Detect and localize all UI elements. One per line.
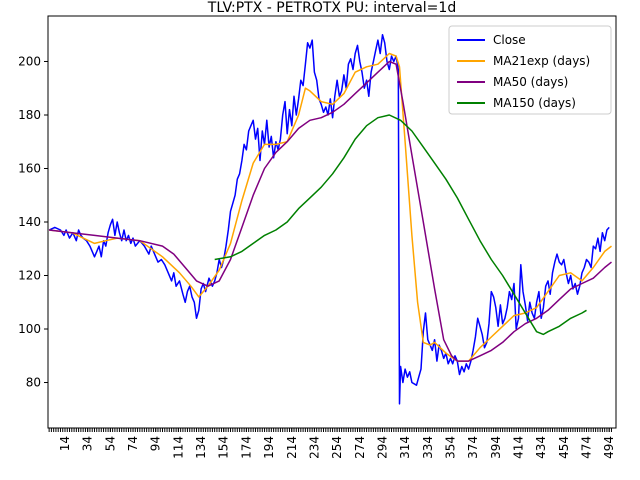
y-tick-label: 200 [18, 54, 41, 68]
x-tick-label: 374 [466, 436, 480, 459]
y-tick-label: 80 [26, 376, 41, 390]
legend-label: MA21exp (days) [493, 54, 590, 68]
x-tick-label: 434 [534, 436, 548, 459]
series-line-ma50-days [49, 60, 612, 362]
y-axis: 80 100 120 140 160 180 200 [18, 54, 48, 390]
x-tick-label: 34 [81, 436, 95, 451]
legend-label: Close [493, 33, 526, 47]
x-tick-label: 14 [58, 436, 72, 451]
x-tick-label: 74 [126, 436, 140, 451]
x-tick-label: 334 [421, 436, 435, 459]
y-tick-label: 120 [18, 269, 41, 283]
x-tick-label: 134 [194, 436, 208, 459]
chart-title: TLV:PTX - PETROTX PU: interval=1d [207, 0, 456, 16]
legend-label: MA50 (days) [493, 75, 568, 89]
x-tick-label: 54 [103, 436, 117, 451]
y-tick-label: 140 [18, 215, 41, 229]
x-tick-label: 474 [580, 436, 594, 459]
legend-label: MA150 (days) [493, 96, 576, 110]
legend-box [448, 25, 612, 115]
x-tick-label: 354 [443, 436, 457, 459]
y-tick-label: 160 [18, 161, 41, 175]
x-tick-label: 454 [557, 436, 571, 459]
x-tick-label: 94 [149, 436, 163, 451]
series-line-close [48, 33, 610, 405]
x-tick-label: 414 [511, 436, 525, 459]
x-tick-label: 174 [239, 436, 253, 459]
legend: Close MA21exp (days) MA50 (days) MA150 (day… [448, 25, 612, 115]
x-tick-label: 494 [602, 436, 616, 459]
x-tick-label: 214 [285, 436, 299, 459]
x-tick-label: 254 [330, 436, 344, 459]
x-tick-label: 294 [375, 436, 389, 459]
x-tick-label: 274 [353, 436, 367, 459]
x-tick-label: 234 [307, 436, 321, 459]
y-tick-label: 100 [18, 322, 41, 336]
x-tick-label: 154 [217, 436, 231, 459]
x-tick-label: 314 [398, 436, 412, 459]
x-axis: 14 34 54 74 94 114 134 154 174 194 214 234 254 274 294… [48, 428, 616, 459]
x-tick-label: 194 [262, 436, 276, 459]
x-tick-label: 394 [489, 436, 503, 459]
x-tick-label: 114 [171, 436, 185, 459]
series-line-ma21exp-days [49, 52, 612, 362]
y-tick-label: 180 [18, 108, 41, 122]
series-line-ma150-days [214, 114, 587, 336]
series-layer [48, 33, 612, 405]
